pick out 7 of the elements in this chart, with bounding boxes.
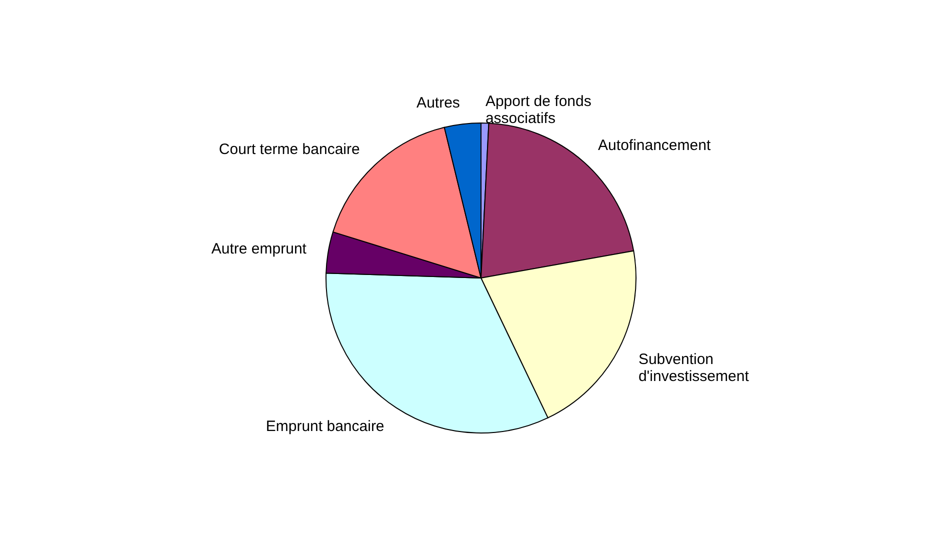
slice-label: Emprunt bancaire <box>266 418 384 436</box>
slice-label: Autres <box>416 94 460 112</box>
slice-label: Apport de fonds associatifs <box>485 93 592 128</box>
slice-label: Autre emprunt <box>211 240 308 258</box>
slice-label: Subvention d'investissement <box>638 350 750 385</box>
slice-label: Autofinancement <box>598 137 712 154</box>
slice-label: Court terme bancaire <box>218 140 360 158</box>
